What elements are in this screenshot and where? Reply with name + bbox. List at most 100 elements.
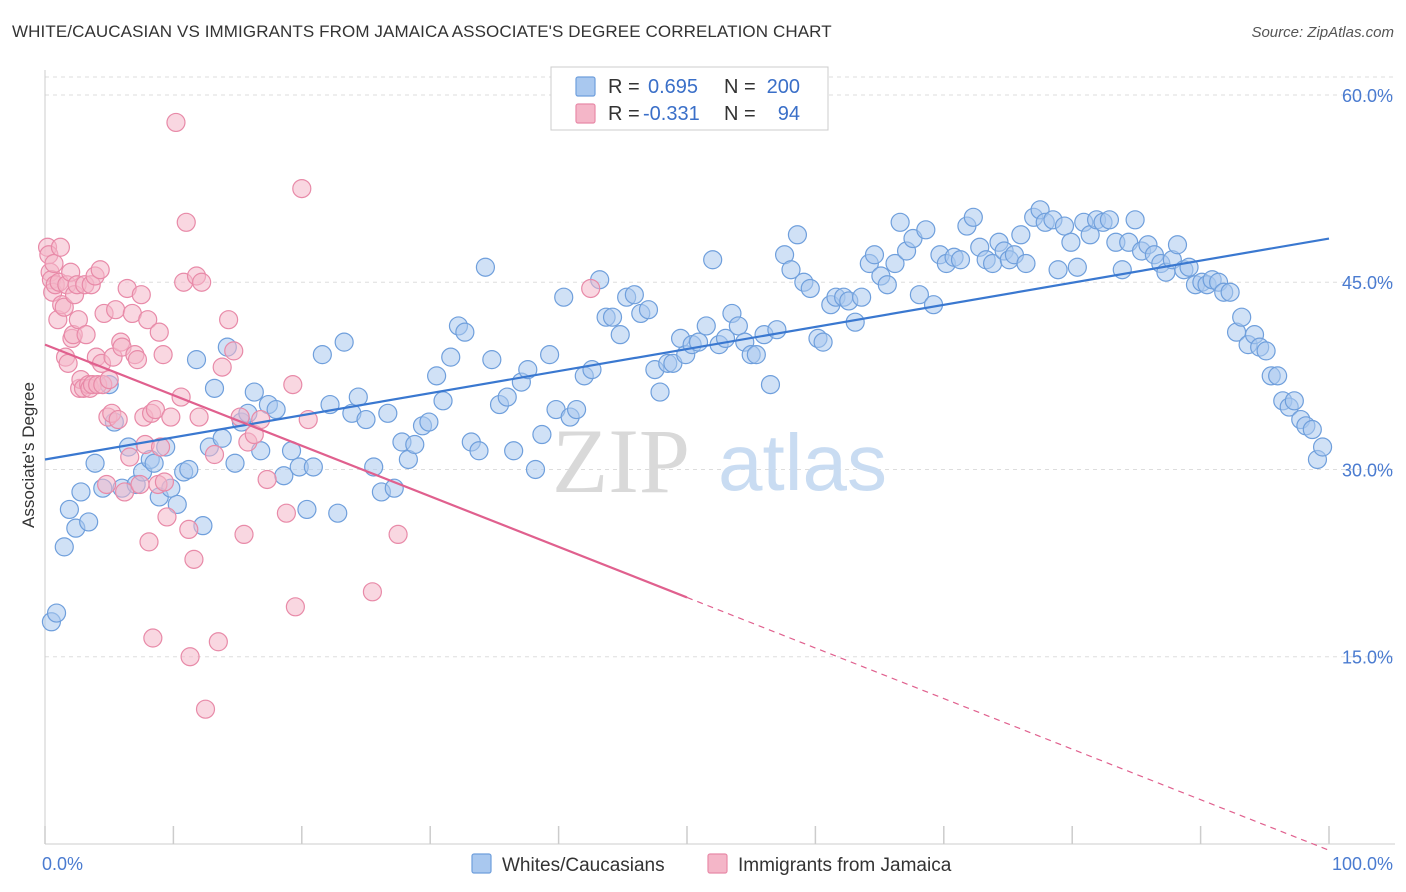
- jamaica-point: [139, 532, 159, 552]
- legend-n-label-1: N =: [724, 76, 756, 98]
- whites-point: [71, 482, 91, 502]
- whites-point: [1256, 341, 1276, 361]
- legend-swatch-whites: [575, 76, 596, 97]
- legend-box: [550, 66, 829, 131]
- jamaica-point: [138, 310, 158, 330]
- jamaica-point: [234, 524, 254, 545]
- jamaica-point: [195, 699, 216, 719]
- jamaica-point: [106, 300, 126, 320]
- whites-point: [378, 403, 398, 423]
- jamaica-point: [276, 503, 296, 523]
- legend-r-label-2: R =: [608, 103, 640, 125]
- whites-point: [328, 503, 348, 523]
- whites-point: [312, 345, 332, 365]
- whites-point: [696, 316, 716, 336]
- legend-n-value-whites: 200: [767, 76, 800, 98]
- jamaica-point: [108, 409, 128, 430]
- whites-point: [813, 332, 833, 352]
- jamaica-point: [219, 310, 239, 330]
- whites-point: [212, 428, 232, 448]
- whites-point: [885, 253, 905, 274]
- whites-point: [504, 441, 524, 461]
- jamaica-point: [68, 310, 88, 330]
- watermark-atlas: atlas: [718, 418, 887, 507]
- whites-point: [890, 212, 910, 232]
- jamaica-point: [581, 278, 601, 299]
- whites-point: [1061, 232, 1081, 252]
- whites-point: [916, 220, 936, 240]
- whites-point: [54, 537, 74, 557]
- whites-point: [266, 399, 286, 420]
- jamaica-point: [257, 469, 277, 490]
- source-label: Source: ZipAtlas.com: [1251, 24, 1394, 41]
- whites-point: [746, 345, 766, 365]
- y-axis-title: Associate's Degree: [19, 382, 38, 528]
- jamaica-point: [76, 325, 96, 345]
- whites-point: [167, 494, 187, 515]
- whites-point: [85, 453, 105, 473]
- jamaica-point: [189, 407, 209, 427]
- whites-point: [963, 207, 983, 227]
- data-points: [37, 112, 1333, 719]
- jamaica-point: [153, 345, 173, 365]
- whites-point: [482, 350, 502, 370]
- whites-point: [244, 382, 264, 402]
- whites-point: [540, 345, 560, 365]
- jamaica-point: [179, 519, 199, 540]
- whites-point: [1016, 253, 1036, 274]
- jamaica-point: [50, 237, 71, 257]
- legend-r-value-jamaica: -0.331: [643, 103, 700, 125]
- x-tick-label: 0.0%: [42, 854, 83, 874]
- whites-point: [1011, 225, 1031, 245]
- correlation-legend: R = 0.695 N = 200 R = -0.331 N = 94: [550, 66, 829, 131]
- whites-point: [1232, 307, 1252, 327]
- whites-point: [566, 399, 587, 420]
- trend-line-jamaica-extension: [686, 596, 1330, 851]
- whites-point: [225, 453, 245, 473]
- axes: [44, 70, 1395, 845]
- whites-point: [638, 300, 659, 320]
- jamaica-point: [362, 582, 383, 602]
- jamaica-point: [251, 409, 271, 430]
- jamaica-point: [166, 112, 186, 133]
- legend-swatch-jamaica: [575, 103, 596, 124]
- whites-point: [650, 382, 670, 402]
- whites-point: [1167, 235, 1188, 255]
- whites-point: [864, 245, 885, 265]
- jamaica-point: [54, 297, 74, 317]
- whites-point: [1067, 257, 1087, 277]
- jamaica-point: [180, 647, 200, 667]
- whites-point: [525, 459, 546, 480]
- jamaica-point: [283, 374, 303, 395]
- jamaica-point: [120, 447, 140, 467]
- tick-labels: 15.0% 30.0% 45.0% 60.0% 0.0% 100.0%: [42, 86, 1393, 874]
- jamaica-point: [149, 322, 169, 342]
- whites-point: [186, 350, 207, 370]
- jamaica-point: [204, 444, 225, 465]
- jamaica-point: [154, 472, 175, 492]
- series-legend-label-whites: Whites/Caucasians: [502, 855, 665, 876]
- whites-point: [852, 287, 872, 307]
- whites-point: [303, 457, 323, 477]
- legend-r-label-1: R =: [608, 76, 640, 98]
- whites-point: [602, 307, 623, 327]
- whites-point: [179, 459, 199, 480]
- jamaica-point: [90, 260, 110, 280]
- legend-r-value-whites: 0.695: [648, 76, 698, 98]
- whites-point: [1312, 437, 1333, 457]
- whites-point: [518, 360, 538, 380]
- y-tick-label: 60.0%: [1342, 86, 1393, 106]
- whites-point: [800, 278, 820, 299]
- chart-title: WHITE/CAUCASIAN VS IMMIGRANTS FROM JAMAI…: [12, 22, 832, 41]
- jamaica-point: [150, 437, 171, 457]
- jamaica-point: [161, 407, 181, 427]
- jamaica-point: [292, 178, 312, 199]
- whites-point: [419, 412, 439, 432]
- jamaica-point: [224, 341, 244, 361]
- trend-line-whites: [44, 237, 1330, 461]
- whites-point: [204, 378, 225, 398]
- grid-lines: [45, 76, 1395, 658]
- jamaica-point: [131, 285, 151, 305]
- whites-point: [554, 287, 574, 307]
